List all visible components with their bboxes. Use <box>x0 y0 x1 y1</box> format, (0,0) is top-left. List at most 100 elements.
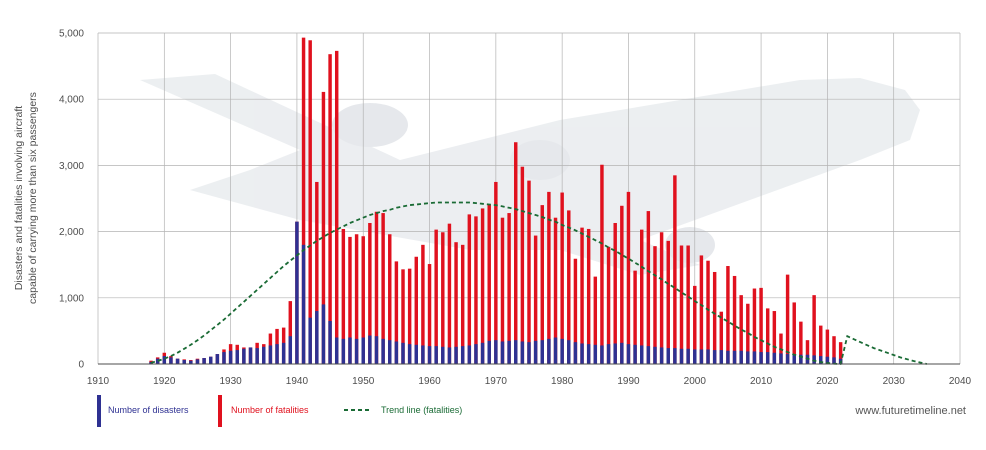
disasters-bar <box>573 342 578 364</box>
disasters-bar <box>812 355 816 364</box>
fatalities-bar <box>620 205 624 364</box>
fatalities-bar <box>507 213 511 364</box>
fatalities-bar <box>547 191 551 364</box>
disasters-bar <box>401 342 405 364</box>
disasters-bar <box>494 340 498 364</box>
fatalities-bar <box>334 50 339 365</box>
fatalities-bar <box>414 256 419 364</box>
disasters-bar <box>275 344 279 364</box>
disasters-bar <box>547 338 551 364</box>
y-tick-label: 2,000 <box>59 227 84 238</box>
fatalities-bar <box>739 295 743 364</box>
fatalities-bar <box>639 229 644 364</box>
fatalities-bar <box>712 271 717 364</box>
fatalities-bar <box>427 264 432 364</box>
disasters-bar <box>341 338 346 364</box>
disasters-bar <box>759 352 763 364</box>
disasters-bar <box>600 345 604 364</box>
disasters-bar <box>255 348 259 364</box>
legend: Number of disasters Number of fatalities T… <box>97 395 966 427</box>
fatalities-bar <box>520 166 525 364</box>
fatalities-bar <box>434 229 438 364</box>
fatalities-bar <box>600 164 604 364</box>
fatalities-bar <box>805 340 810 364</box>
fatalities-bar <box>673 175 677 364</box>
fatalities-bar <box>626 191 631 364</box>
fatalities-bar <box>646 211 651 364</box>
fatalities-bar <box>494 181 498 364</box>
fatalities-bar <box>832 336 836 364</box>
y-axis-label-line: Disasters and fatalities involving aircr… <box>13 106 25 290</box>
y-tick-label: 5,000 <box>59 29 84 40</box>
disasters-bar <box>474 344 478 364</box>
disasters-bar <box>248 347 253 364</box>
fatalities-bar <box>527 180 531 364</box>
disasters-bar <box>785 354 790 364</box>
disasters-bar <box>354 338 359 364</box>
disasters-bar <box>242 348 246 364</box>
disasters-bar <box>281 342 286 364</box>
x-tick-label: 1930 <box>219 376 242 387</box>
disasters-bar <box>434 346 438 364</box>
fatalities-bar <box>719 311 724 364</box>
disasters-bar <box>832 357 836 364</box>
disasters-bar <box>653 346 657 364</box>
site-watermark: www.futuretimeline.net <box>854 405 966 417</box>
disasters-bar <box>169 357 173 364</box>
fatalities-bar <box>752 288 757 364</box>
y-tick-label: 1,000 <box>59 293 84 304</box>
fatalities-bar <box>785 274 790 364</box>
fatalities-bar <box>368 222 372 364</box>
fatalities-bar <box>467 214 472 364</box>
disasters-bar <box>361 337 365 364</box>
disasters-bar <box>540 340 544 364</box>
fatalities-bar <box>308 40 312 364</box>
disasters-bar <box>421 345 425 364</box>
disasters-bar <box>321 304 326 364</box>
disasters-bar <box>268 345 273 364</box>
fatalities-bar <box>560 192 564 364</box>
disasters-bar <box>633 344 637 364</box>
fatalities-bar <box>361 236 365 364</box>
fatalities-bar <box>354 234 359 364</box>
fatalities-bar <box>765 308 770 364</box>
x-tick-label: 1990 <box>617 376 640 387</box>
fatalities-bar <box>819 325 823 364</box>
disasters-bar <box>500 341 505 364</box>
disasters-bar <box>825 356 830 364</box>
fatalities-bar <box>301 37 306 364</box>
y-tick-label: 0 <box>78 360 84 371</box>
fatalities-bar <box>825 329 830 364</box>
fatalities-bar <box>381 213 385 364</box>
disasters-bar <box>779 353 783 364</box>
disasters-bar <box>308 317 312 364</box>
disasters-bar <box>288 336 293 364</box>
fatalities-bar <box>693 285 697 364</box>
disasters-bar <box>553 337 558 364</box>
disasters-bar <box>639 345 644 364</box>
disasters-bar <box>772 352 777 364</box>
fatalities-bar <box>447 223 452 364</box>
disasters-bar <box>706 349 710 364</box>
fatalities-bar <box>679 245 684 364</box>
fatalities-bar <box>759 287 763 364</box>
disasters-bar <box>295 221 299 364</box>
fatalities-bar <box>487 204 491 364</box>
disasters-bar <box>712 350 717 364</box>
disasters-bar <box>348 337 352 364</box>
disasters-bar <box>202 358 206 364</box>
fatalities-bar <box>540 205 544 364</box>
fatalities-bar <box>613 222 617 364</box>
fatalities-bar <box>772 311 777 364</box>
disasters-bar <box>407 344 412 364</box>
fatalities-bar <box>454 242 458 364</box>
disasters-bar <box>719 350 724 364</box>
x-tick-label: 2030 <box>883 376 906 387</box>
disasters-bar <box>765 352 770 364</box>
fatalities-bar <box>726 266 730 364</box>
legend-fatalities-label: Number of fatalities <box>231 405 309 415</box>
disasters-bar <box>659 347 664 364</box>
fatalities-bar <box>474 216 478 364</box>
disasters-bar <box>235 350 239 364</box>
